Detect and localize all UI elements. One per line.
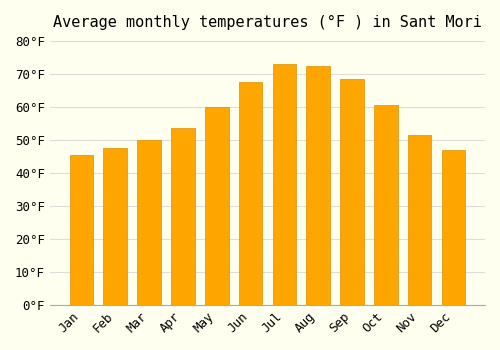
- Bar: [272, 64, 296, 305]
- Title: Average monthly temperatures (°F ) in Sant Mori: Average monthly temperatures (°F ) in Sa…: [53, 15, 482, 30]
- Bar: [70, 155, 94, 305]
- Bar: [205, 107, 229, 305]
- Bar: [238, 82, 262, 305]
- Bar: [104, 148, 127, 305]
- Bar: [306, 66, 330, 305]
- Bar: [442, 150, 465, 305]
- Bar: [138, 140, 161, 305]
- Bar: [374, 105, 398, 305]
- Bar: [340, 79, 364, 305]
- Bar: [171, 128, 194, 305]
- Bar: [408, 135, 432, 305]
